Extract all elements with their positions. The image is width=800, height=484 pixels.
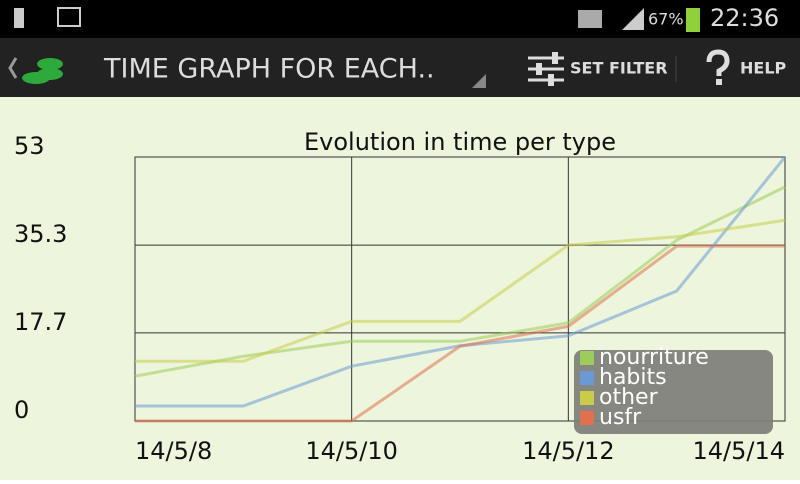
clock: 22:36 [710, 4, 779, 32]
filter-label: SET FILTER [570, 59, 668, 78]
screen-title[interactable]: TIME GRAPH FOR EACH.. [103, 54, 435, 85]
y-tick-label: 35.3 [14, 220, 67, 248]
action-bar [0, 38, 800, 97]
back-button[interactable] [8, 57, 63, 84]
x-tick-label: 14/5/8 [135, 437, 212, 465]
legend-swatch [580, 371, 594, 385]
legend-swatch [580, 391, 594, 405]
series-line [135, 244, 785, 423]
mute-icon [578, 10, 602, 28]
usb-icon [14, 8, 24, 28]
legend-box [574, 350, 773, 434]
y-tick-label: 53 [14, 132, 45, 160]
spinner-arrow [472, 74, 486, 88]
y-tick-label: 17.7 [14, 308, 67, 336]
battery-icon [686, 8, 700, 32]
series-line [135, 218, 786, 363]
y-tick-label: 0 [14, 396, 29, 424]
plot-border [134, 156, 786, 422]
legend-label: other [599, 385, 659, 410]
x-tick-label: 14/5/12 [522, 437, 615, 465]
legend-label: nourriture [599, 345, 709, 370]
legend-label: habits [599, 365, 667, 390]
help-label: HELP [740, 59, 787, 78]
legend-swatch [580, 351, 594, 365]
battery-level: 67% [648, 10, 684, 29]
legend-label: usfr [599, 405, 642, 430]
x-tick-label: 14/5/10 [305, 437, 398, 465]
signal-icon [622, 8, 644, 30]
series-line [134, 185, 786, 378]
chart-title: Evolution in time per type [304, 128, 616, 156]
x-tick-label: 14/5/14 [692, 437, 785, 465]
status-bar [0, 0, 800, 38]
image-icon [57, 7, 81, 27]
filter-button[interactable]: SET FILTER [528, 52, 668, 86]
legend-swatch [580, 411, 594, 425]
help-button[interactable]: HELP [706, 49, 787, 85]
